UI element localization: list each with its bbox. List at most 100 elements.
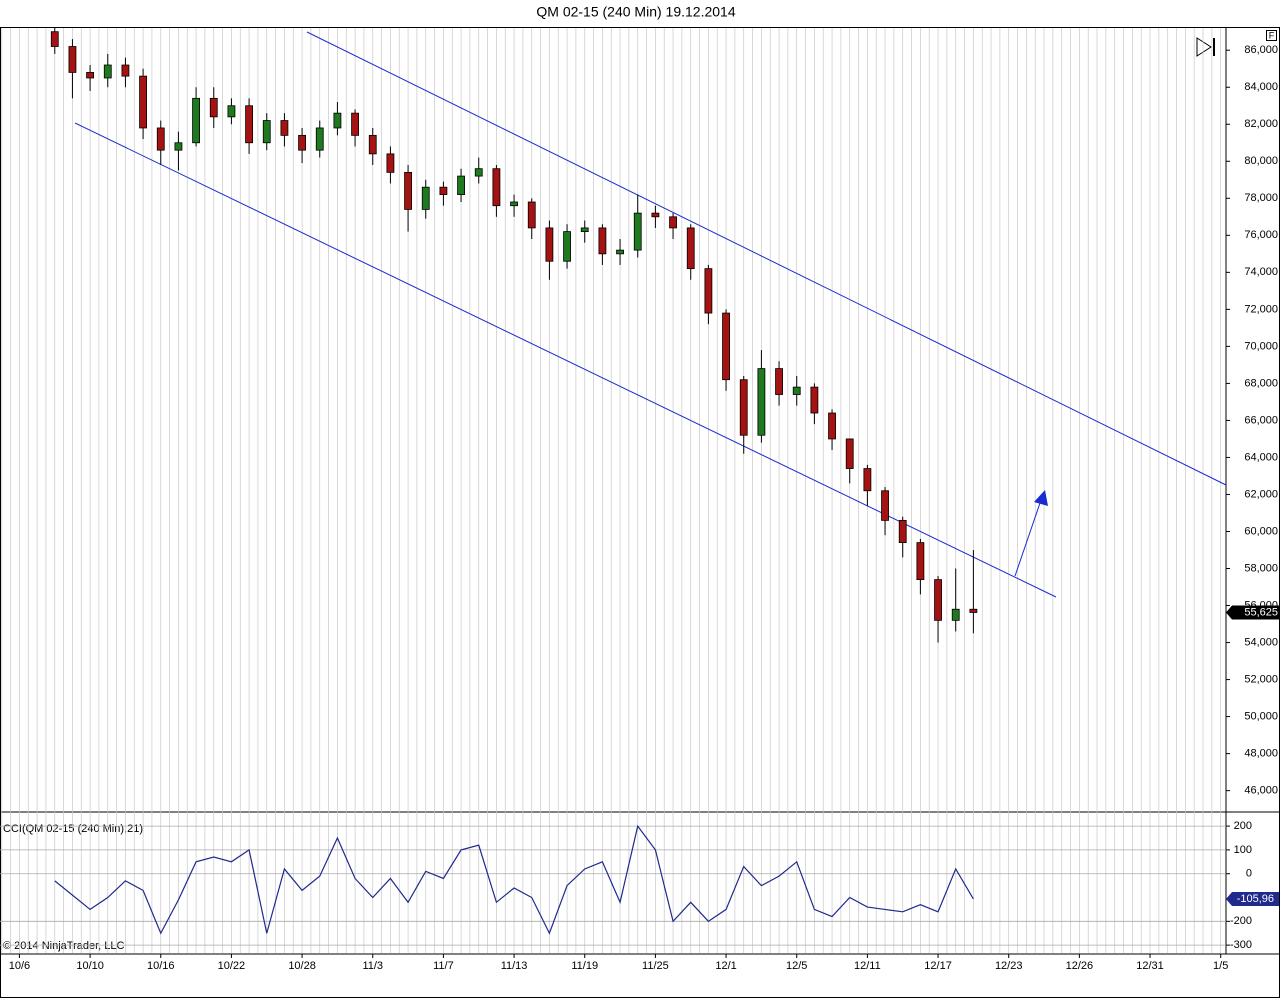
x-tick-label: 1/5 bbox=[1213, 960, 1228, 972]
indicator-label: CCI(QM 02-15 (240 Min),21) bbox=[3, 823, 143, 835]
session-grid bbox=[1, 28, 1222, 953]
x-tick-label: 12/1 bbox=[715, 960, 736, 972]
candle-body bbox=[580, 227, 589, 233]
x-tick-label: 11/19 bbox=[571, 960, 598, 972]
y-tick-label: 62,000 bbox=[1244, 488, 1278, 500]
candle-body bbox=[386, 153, 395, 173]
candle-body bbox=[457, 175, 465, 195]
y-tick-label: 50,000 bbox=[1244, 711, 1278, 723]
x-tick-label: 12/23 bbox=[995, 960, 1023, 972]
candle-body bbox=[704, 268, 713, 314]
candle-body bbox=[351, 112, 359, 136]
y-tick-label: 46,000 bbox=[1244, 785, 1278, 797]
candle-body bbox=[828, 412, 836, 440]
y-tick-label: -300 bbox=[1230, 939, 1252, 951]
y-tick-label: -200 bbox=[1230, 915, 1252, 927]
candle-body bbox=[50, 31, 59, 47]
y-tick-label: 74,000 bbox=[1244, 266, 1278, 278]
y-tick-label: 0 bbox=[1246, 868, 1252, 880]
candle-body bbox=[757, 368, 766, 436]
candle-body bbox=[916, 542, 925, 581]
candle-body bbox=[722, 312, 730, 381]
x-tick-label: 12/17 bbox=[924, 960, 952, 972]
y-tick-label: 72,000 bbox=[1244, 303, 1278, 315]
y-tick-label: 200 bbox=[1234, 820, 1252, 832]
y-tick-label: 76,000 bbox=[1244, 229, 1278, 241]
candle-body bbox=[633, 212, 642, 251]
y-tick-label: 86,000 bbox=[1244, 44, 1278, 56]
candle-body bbox=[68, 46, 77, 73]
candle-body bbox=[156, 127, 165, 151]
candle-body bbox=[563, 231, 571, 262]
candle-body bbox=[227, 105, 236, 118]
y-tick-label: 64,000 bbox=[1244, 451, 1278, 463]
candle-body bbox=[651, 212, 660, 218]
candle-body bbox=[898, 519, 907, 543]
y-tick-label: 84,000 bbox=[1244, 81, 1278, 93]
candle-body bbox=[368, 134, 377, 155]
candle-body bbox=[121, 64, 130, 77]
y-tick-label: 80,000 bbox=[1244, 155, 1278, 167]
candle-body bbox=[669, 216, 677, 229]
candle-body bbox=[174, 142, 183, 151]
f-icon[interactable]: F bbox=[1269, 30, 1275, 40]
candle-body bbox=[474, 168, 483, 177]
f-box[interactable] bbox=[1266, 30, 1277, 41]
y-tick-label: 54,000 bbox=[1244, 636, 1278, 648]
candle-body bbox=[845, 438, 854, 469]
candle-body bbox=[792, 386, 801, 395]
candle-body bbox=[298, 134, 306, 151]
x-tick-label: 11/7 bbox=[433, 960, 454, 972]
x-tick-label: 11/25 bbox=[642, 960, 669, 972]
candle-body bbox=[192, 97, 200, 144]
y-tick-label: 52,000 bbox=[1244, 673, 1278, 685]
channel-lower bbox=[74, 122, 1057, 598]
candle-body bbox=[616, 249, 624, 255]
candle-body bbox=[527, 201, 536, 229]
candle-body bbox=[686, 227, 695, 270]
candle-body bbox=[439, 186, 448, 195]
x-tick-label: 12/5 bbox=[786, 960, 807, 972]
x-tick-label: 10/10 bbox=[76, 960, 104, 972]
candle-body bbox=[510, 201, 518, 207]
x-tick-label: 10/6 bbox=[9, 960, 30, 972]
last-value-label: -105,96 bbox=[1237, 893, 1274, 905]
arrow-shaft bbox=[1014, 502, 1041, 577]
candle-body bbox=[315, 127, 324, 151]
y-tick-label: 58,000 bbox=[1244, 562, 1278, 574]
cci-line bbox=[54, 824, 974, 935]
y-tick-label: 60,000 bbox=[1244, 525, 1278, 537]
candle-body bbox=[280, 120, 289, 136]
candle-body bbox=[951, 608, 960, 621]
play-icon[interactable] bbox=[1196, 37, 1215, 57]
candle-body bbox=[810, 386, 819, 414]
x-tick-label: 10/16 bbox=[147, 960, 175, 972]
candle-body bbox=[863, 468, 872, 492]
last-price-marker bbox=[1226, 605, 1279, 620]
chart-title: QM 02-15 (240 Min) 19.12.2014 bbox=[536, 4, 735, 20]
x-tick-label: 10/22 bbox=[218, 960, 246, 972]
candle-body bbox=[881, 490, 889, 521]
candle-body bbox=[934, 579, 942, 621]
candle-body bbox=[103, 64, 112, 79]
candle-body bbox=[598, 227, 607, 255]
x-tick-label: 11/13 bbox=[501, 960, 528, 972]
candle-body bbox=[404, 171, 412, 210]
x-tick-label: 12/11 bbox=[854, 960, 881, 972]
candle-body bbox=[245, 105, 253, 144]
y-tick-label: 48,000 bbox=[1244, 748, 1278, 760]
arrow-head bbox=[1034, 490, 1048, 506]
candle-body bbox=[969, 608, 978, 613]
candle-body bbox=[421, 186, 430, 210]
candle-body bbox=[775, 368, 783, 395]
y-tick-label: 100 bbox=[1234, 844, 1252, 856]
y-tick-label: 66,000 bbox=[1244, 414, 1278, 426]
candle-body bbox=[739, 379, 748, 436]
frame bbox=[0, 27, 1280, 998]
candle-body bbox=[545, 227, 554, 262]
y-tick-label: 82,000 bbox=[1244, 118, 1278, 130]
candle-body bbox=[86, 72, 94, 79]
y-tick-label: 70,000 bbox=[1244, 340, 1278, 352]
candle-body bbox=[333, 112, 342, 129]
